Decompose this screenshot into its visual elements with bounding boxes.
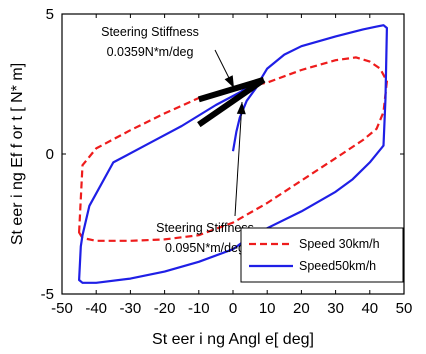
y-tick-label: 5 bbox=[46, 6, 54, 23]
annotation-1-line-2: 0.0359N*m/deg bbox=[107, 45, 194, 59]
x-tick-label: 30 bbox=[327, 300, 344, 317]
x-tick-label: -30 bbox=[120, 300, 142, 317]
legend-label-1: Speed 30km/h bbox=[299, 237, 380, 251]
x-axis-ticks: -50 -40 -30 -20 -10 0 10 20 30 40 50 bbox=[51, 14, 412, 317]
stiffness-slope-line-2 bbox=[197, 77, 266, 128]
annotation-1-line-1: Steering Stiffness bbox=[101, 25, 199, 39]
x-tick-label: -50 bbox=[51, 300, 73, 317]
x-tick-label: 40 bbox=[361, 300, 378, 317]
x-tick-label: 20 bbox=[293, 300, 310, 317]
legend-label-2: Speed50km/h bbox=[299, 259, 376, 273]
series-speed50-line bbox=[78, 24, 388, 284]
legend-box bbox=[240, 227, 404, 283]
annotation-2-line-1: Steering Stiffness bbox=[156, 221, 254, 235]
annotations: Steering Stiffness 0.0359N*m/deg Steering … bbox=[101, 25, 254, 255]
legend: Speed 30km/h Speed50km/h bbox=[240, 227, 404, 283]
x-tick-label: -20 bbox=[154, 300, 176, 317]
x-tick-label: 0 bbox=[229, 300, 237, 317]
x-tick-label: 50 bbox=[396, 300, 413, 317]
annotation-1-arrowhead bbox=[224, 75, 234, 88]
x-tick-label: -10 bbox=[188, 300, 210, 317]
x-tick-label: 10 bbox=[259, 300, 276, 317]
annotation-2-arrowhead bbox=[236, 102, 246, 115]
y-tick-label: -5 bbox=[41, 286, 54, 303]
x-axis-label: St eer i ng Angl e[ deg] bbox=[152, 331, 314, 348]
stiffness-slope-line-1 bbox=[197, 76, 265, 103]
y-axis-ticks: -5 0 5 bbox=[41, 6, 404, 303]
y-tick-label: 0 bbox=[46, 146, 54, 163]
annotation-2-arrow-line bbox=[234, 101, 243, 217]
annotation-2-line-2: 0.095N*m/deg bbox=[165, 241, 245, 255]
y-axis-label: St eer i ng Ef f or t [ N* m] bbox=[9, 63, 26, 245]
x-tick-label: -40 bbox=[85, 300, 107, 317]
slope-lines bbox=[197, 76, 266, 128]
